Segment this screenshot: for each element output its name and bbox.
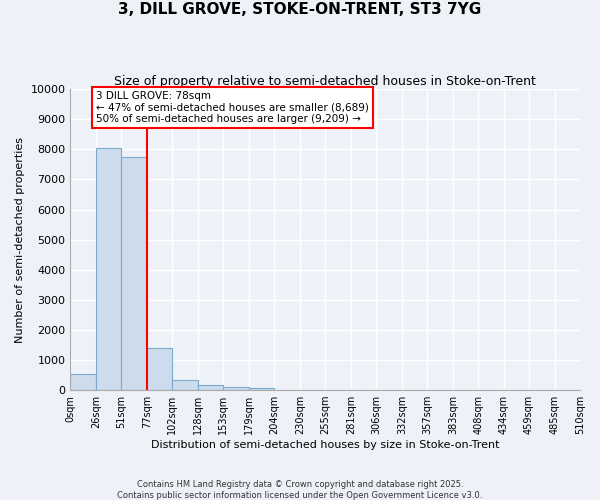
Bar — [148, 348, 172, 390]
Bar — [70, 374, 97, 390]
Bar — [97, 148, 121, 390]
Bar — [199, 385, 223, 390]
Text: 3 DILL GROVE: 78sqm
← 47% of semi-detached houses are smaller (8,689)
50% of sem: 3 DILL GROVE: 78sqm ← 47% of semi-detach… — [97, 90, 369, 124]
X-axis label: Distribution of semi-detached houses by size in Stoke-on-Trent: Distribution of semi-detached houses by … — [151, 440, 499, 450]
Bar — [172, 380, 199, 390]
Bar — [223, 387, 249, 390]
Text: 3, DILL GROVE, STOKE-ON-TRENT, ST3 7YG: 3, DILL GROVE, STOKE-ON-TRENT, ST3 7YG — [118, 2, 482, 18]
Text: Contains HM Land Registry data © Crown copyright and database right 2025.
Contai: Contains HM Land Registry data © Crown c… — [118, 480, 482, 500]
Y-axis label: Number of semi-detached properties: Number of semi-detached properties — [15, 136, 25, 342]
Bar — [249, 388, 274, 390]
Title: Size of property relative to semi-detached houses in Stoke-on-Trent: Size of property relative to semi-detach… — [114, 75, 536, 88]
Bar — [121, 157, 148, 390]
